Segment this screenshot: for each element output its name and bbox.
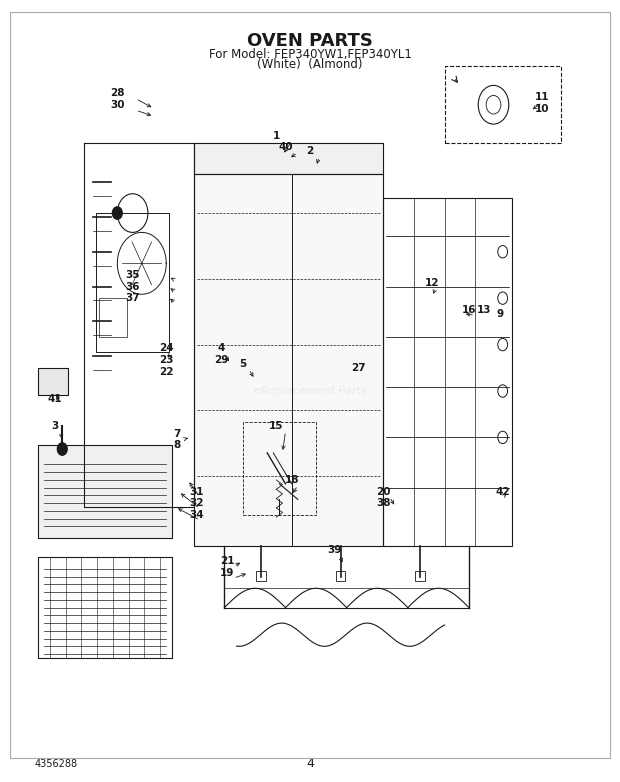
Bar bbox=[99, 298, 126, 337]
Text: 40: 40 bbox=[278, 142, 293, 152]
Text: 9: 9 bbox=[496, 309, 503, 318]
Text: 19: 19 bbox=[220, 568, 234, 578]
Text: 1: 1 bbox=[273, 131, 280, 141]
Circle shape bbox=[58, 443, 67, 455]
Text: 36: 36 bbox=[125, 282, 140, 292]
Polygon shape bbox=[194, 174, 383, 546]
Polygon shape bbox=[84, 143, 194, 507]
Text: 15: 15 bbox=[269, 421, 283, 431]
Text: 4: 4 bbox=[306, 758, 314, 770]
Text: 22: 22 bbox=[159, 367, 174, 377]
Text: 23: 23 bbox=[159, 355, 174, 365]
Bar bbox=[38, 368, 68, 395]
Bar bbox=[445, 66, 560, 143]
Text: 21: 21 bbox=[220, 556, 235, 566]
Text: 37: 37 bbox=[125, 293, 140, 303]
Text: eReplacement Parts: eReplacement Parts bbox=[254, 386, 366, 396]
Circle shape bbox=[112, 207, 122, 219]
Text: 18: 18 bbox=[285, 475, 299, 485]
Bar bbox=[242, 422, 316, 515]
Bar bbox=[96, 213, 169, 353]
Text: 32: 32 bbox=[190, 498, 204, 508]
Polygon shape bbox=[194, 143, 383, 174]
Text: 20: 20 bbox=[376, 486, 391, 497]
Text: 28: 28 bbox=[110, 88, 125, 98]
Text: 8: 8 bbox=[173, 440, 180, 450]
Text: 35: 35 bbox=[125, 270, 140, 280]
Text: 10: 10 bbox=[535, 103, 550, 113]
Text: 29: 29 bbox=[214, 355, 229, 365]
Text: 30: 30 bbox=[110, 100, 125, 109]
Text: OVEN PARTS: OVEN PARTS bbox=[247, 32, 373, 50]
Text: 3: 3 bbox=[51, 421, 58, 431]
Text: 39: 39 bbox=[327, 544, 342, 554]
Bar bbox=[383, 198, 512, 546]
Bar bbox=[38, 558, 172, 658]
Text: 11: 11 bbox=[535, 92, 550, 102]
Bar bbox=[415, 572, 425, 580]
Bar bbox=[256, 572, 266, 580]
Text: 34: 34 bbox=[190, 510, 204, 520]
Text: (White)  (Almond): (White) (Almond) bbox=[257, 58, 363, 71]
Text: For Model: FEP340YW1,FEP340YL1: For Model: FEP340YW1,FEP340YL1 bbox=[208, 48, 412, 61]
Text: 27: 27 bbox=[352, 363, 366, 373]
Text: 7: 7 bbox=[173, 429, 180, 439]
Bar bbox=[335, 572, 345, 580]
Text: 5: 5 bbox=[239, 359, 246, 369]
Text: 38: 38 bbox=[376, 498, 391, 508]
Text: 41: 41 bbox=[48, 393, 62, 404]
Text: 16: 16 bbox=[462, 305, 476, 315]
Bar bbox=[521, 100, 546, 114]
Text: 13: 13 bbox=[477, 305, 492, 315]
Text: 42: 42 bbox=[495, 486, 510, 497]
Text: 4356288: 4356288 bbox=[35, 759, 78, 769]
Text: 2: 2 bbox=[306, 146, 314, 156]
Bar bbox=[38, 445, 172, 538]
Text: 31: 31 bbox=[190, 486, 204, 497]
Text: 4: 4 bbox=[218, 343, 225, 353]
Text: 12: 12 bbox=[425, 278, 440, 288]
Text: 24: 24 bbox=[159, 343, 174, 353]
